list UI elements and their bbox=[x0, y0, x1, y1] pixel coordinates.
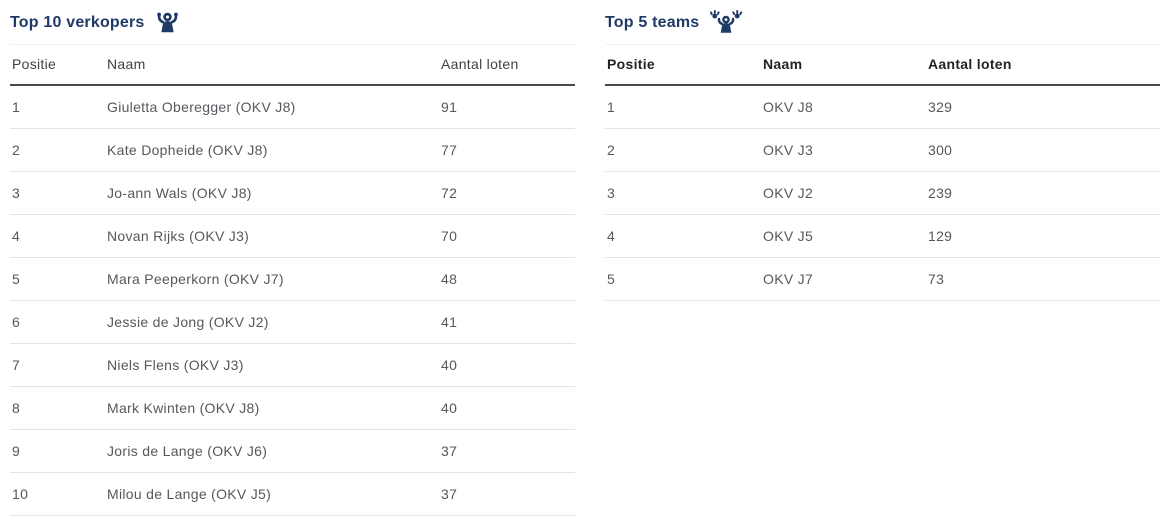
column-header-naam: Naam bbox=[763, 56, 803, 72]
table-row: 9 Joris de Lange (OKV J6) 37 bbox=[10, 430, 575, 473]
top-sellers-table: Positie Naam Aantal loten 1 Giuletta Obe… bbox=[10, 44, 575, 516]
cell-positie: 8 bbox=[12, 400, 21, 416]
cell-positie: 1 bbox=[12, 99, 21, 115]
cell-aantal: 129 bbox=[928, 228, 953, 244]
table-row: 2 Kate Dopheide (OKV J8) 77 bbox=[10, 129, 575, 172]
cell-naam: Jessie de Jong (OKV J2) bbox=[107, 314, 269, 330]
cell-aantal: 300 bbox=[928, 142, 953, 158]
cell-aantal: 73 bbox=[928, 271, 945, 287]
cell-positie: 2 bbox=[607, 142, 616, 158]
cell-positie: 4 bbox=[12, 228, 21, 244]
top-sellers-title: Top 10 verkopers bbox=[10, 2, 575, 44]
table-row: 2 OKV J3 300 bbox=[605, 129, 1160, 172]
top-teams-table: Positie Naam Aantal loten 1 OKV J8 329 2… bbox=[605, 44, 1160, 301]
column-header-naam: Naam bbox=[107, 56, 146, 72]
cell-naam: OKV J7 bbox=[763, 271, 814, 287]
table-row: 5 OKV J7 73 bbox=[605, 258, 1160, 301]
cell-aantal: 329 bbox=[928, 99, 953, 115]
cell-positie: 5 bbox=[607, 271, 616, 287]
cheering-team-icon bbox=[708, 9, 744, 35]
cell-aantal: 37 bbox=[441, 486, 458, 502]
table-row: 4 Novan Rijks (OKV J3) 70 bbox=[10, 215, 575, 258]
table-header-row: Positie Naam Aantal loten bbox=[10, 45, 575, 85]
top-teams-panel: Top 5 teams bbox=[605, 2, 1160, 516]
cell-naam: Milou de Lange (OKV J5) bbox=[107, 486, 272, 502]
cell-positie: 1 bbox=[607, 99, 616, 115]
cell-naam: OKV J5 bbox=[763, 228, 814, 244]
cell-naam: Giuletta Oberegger (OKV J8) bbox=[107, 99, 296, 115]
cell-positie: 6 bbox=[12, 314, 21, 330]
cell-aantal: 41 bbox=[441, 314, 458, 330]
column-header-positie: Positie bbox=[607, 56, 656, 72]
cell-naam: OKV J3 bbox=[763, 142, 814, 158]
cell-aantal: 70 bbox=[441, 228, 458, 244]
cell-aantal: 40 bbox=[441, 400, 458, 416]
cell-aantal: 37 bbox=[441, 443, 458, 459]
table-row: 3 OKV J2 239 bbox=[605, 172, 1160, 215]
cell-naam: Joris de Lange (OKV J6) bbox=[107, 443, 268, 459]
table-row: 10 Milou de Lange (OKV J5) 37 bbox=[10, 473, 575, 516]
column-header-aantal-loten: Aantal loten bbox=[441, 56, 519, 72]
cell-naam: Novan Rijks (OKV J3) bbox=[107, 228, 250, 244]
cell-aantal: 77 bbox=[441, 142, 458, 158]
table-row: 4 OKV J5 129 bbox=[605, 215, 1160, 258]
cell-naam: OKV J8 bbox=[763, 99, 814, 115]
cell-naam: Mara Peeperkorn (OKV J7) bbox=[107, 271, 284, 287]
cell-positie: 3 bbox=[12, 185, 21, 201]
column-header-positie: Positie bbox=[12, 56, 57, 72]
cell-aantal: 72 bbox=[441, 185, 458, 201]
cheering-person-icon bbox=[154, 11, 181, 35]
cell-aantal: 40 bbox=[441, 357, 458, 373]
top-sellers-panel: Top 10 verkopers Positie Naam Aantal lot… bbox=[10, 2, 575, 516]
cell-positie: 5 bbox=[12, 271, 21, 287]
table-row: 3 Jo-ann Wals (OKV J8) 72 bbox=[10, 172, 575, 215]
table-row: 7 Niels Flens (OKV J3) 40 bbox=[10, 344, 575, 387]
cell-naam: Niels Flens (OKV J3) bbox=[107, 357, 244, 373]
cell-aantal: 91 bbox=[441, 99, 458, 115]
cell-naam: Kate Dopheide (OKV J8) bbox=[107, 142, 268, 158]
cell-aantal: 239 bbox=[928, 185, 953, 201]
cell-positie: 2 bbox=[12, 142, 21, 158]
table-row: 6 Jessie de Jong (OKV J2) 41 bbox=[10, 301, 575, 344]
cell-positie: 7 bbox=[12, 357, 21, 373]
top-sellers-title-text: Top 10 verkopers bbox=[10, 14, 145, 31]
leaderboards-section: Top 10 verkopers Positie Naam Aantal lot… bbox=[10, 2, 1160, 516]
cell-positie: 4 bbox=[607, 228, 616, 244]
table-header-row: Positie Naam Aantal loten bbox=[605, 45, 1160, 85]
cell-positie: 10 bbox=[12, 486, 29, 502]
cell-naam: OKV J2 bbox=[763, 185, 814, 201]
cell-aantal: 48 bbox=[441, 271, 458, 287]
cell-positie: 3 bbox=[607, 185, 616, 201]
table-row: 8 Mark Kwinten (OKV J8) 40 bbox=[10, 387, 575, 430]
top-teams-title-text: Top 5 teams bbox=[605, 14, 700, 31]
top-teams-title: Top 5 teams bbox=[605, 2, 1160, 44]
cell-positie: 9 bbox=[12, 443, 21, 459]
cell-naam: Mark Kwinten (OKV J8) bbox=[107, 400, 260, 416]
column-header-aantal-loten: Aantal loten bbox=[928, 56, 1012, 72]
table-row: 1 Giuletta Oberegger (OKV J8) 91 bbox=[10, 85, 575, 129]
table-row: 5 Mara Peeperkorn (OKV J7) 48 bbox=[10, 258, 575, 301]
cell-naam: Jo-ann Wals (OKV J8) bbox=[107, 185, 252, 201]
table-row: 1 OKV J8 329 bbox=[605, 85, 1160, 129]
